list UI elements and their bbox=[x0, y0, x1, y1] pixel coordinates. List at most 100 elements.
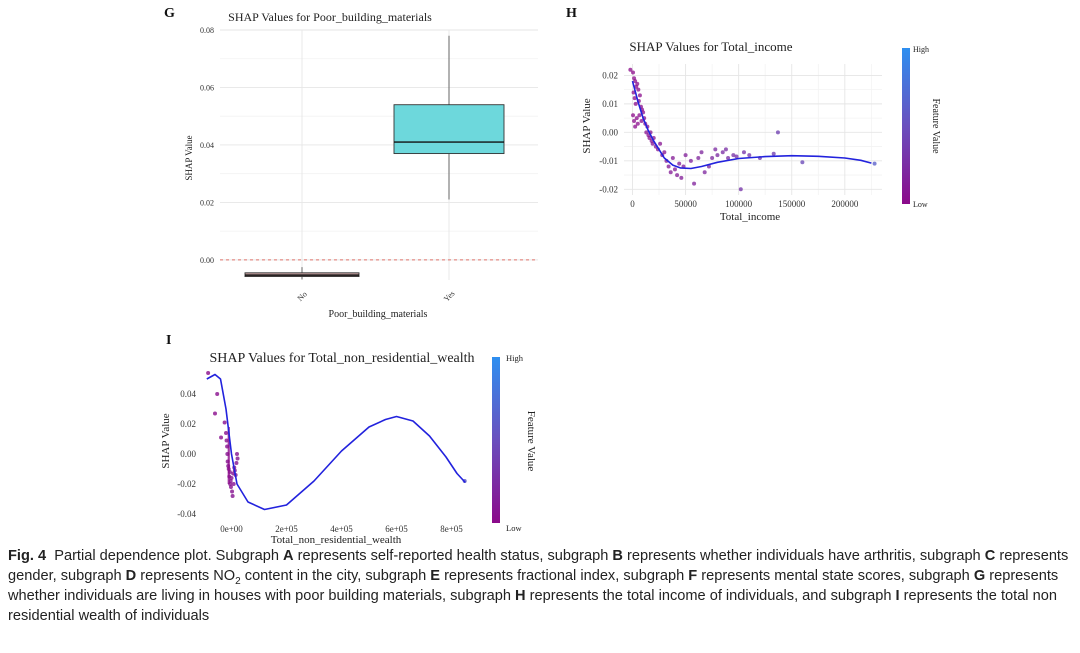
x-tick-label: 100000 bbox=[725, 199, 753, 209]
data-point bbox=[670, 155, 675, 160]
y-tick-label: 0.08 bbox=[200, 26, 214, 35]
data-point bbox=[632, 96, 637, 101]
panel-g: G SHAP Values for Poor_building_material… bbox=[164, 6, 538, 320]
data-point bbox=[234, 461, 239, 465]
panel-h-title: SHAP Values for Total_income bbox=[629, 39, 792, 54]
caption-subgraph-letter: G bbox=[973, 568, 986, 584]
y-tick-label: 0.01 bbox=[602, 99, 618, 109]
caption-parts-2: E represents fractional index, subgraph … bbox=[8, 568, 1058, 624]
caption-fig-label: Fig. 4 bbox=[8, 548, 47, 564]
data-point bbox=[228, 485, 233, 489]
caption-subgraph-letter: C bbox=[984, 548, 996, 564]
x-tick-label: 6e+05 bbox=[385, 524, 408, 534]
data-point bbox=[222, 420, 227, 425]
panel-h-legend-high: High bbox=[913, 45, 929, 54]
y-tick-label: 0.04 bbox=[200, 141, 214, 150]
data-point bbox=[726, 155, 731, 160]
y-tick-label: 0.06 bbox=[200, 83, 214, 92]
panel-g-letter: G bbox=[164, 6, 175, 21]
data-point bbox=[720, 150, 725, 155]
x-tick-label: No bbox=[296, 290, 309, 303]
data-point bbox=[738, 187, 743, 192]
panel-i-letter: I bbox=[166, 333, 171, 348]
caption-subgraph-description: represents gender, subgraph bbox=[8, 548, 1069, 584]
data-point bbox=[230, 494, 235, 498]
caption-subgraph-description: represents the total non residential wea… bbox=[8, 588, 1057, 624]
data-point bbox=[639, 118, 644, 123]
caption-after-no2: content in the city, subgraph bbox=[240, 568, 431, 584]
panel-h-letter: H bbox=[566, 6, 577, 21]
panel-i-legend: High Low Feature Value bbox=[492, 353, 537, 533]
data-point bbox=[683, 153, 688, 158]
panel-i-legend-title: Feature Value bbox=[525, 411, 537, 472]
y-tick-label: 0.00 bbox=[602, 127, 618, 137]
data-point bbox=[633, 79, 638, 84]
data-point bbox=[637, 113, 642, 118]
x-tick-label: 4e+05 bbox=[330, 524, 353, 534]
y-tick-label: -0.01 bbox=[599, 156, 618, 166]
smooth-curve bbox=[631, 80, 872, 170]
data-point bbox=[650, 141, 655, 146]
data-point bbox=[679, 175, 684, 180]
data-point bbox=[715, 153, 720, 158]
data-point bbox=[696, 155, 701, 160]
panel-g-y-ticks: 0.00 0.02 0.04 0.06 0.08 bbox=[200, 26, 214, 265]
y-tick-label: -0.02 bbox=[599, 184, 618, 194]
caption-subgraph-description: represents self-reported health status, … bbox=[293, 548, 613, 564]
box-yes bbox=[393, 104, 505, 155]
data-point bbox=[633, 101, 638, 106]
data-point bbox=[631, 113, 636, 118]
data-point bbox=[662, 150, 667, 155]
caption-subgraph-description: represents the total income of individua… bbox=[525, 588, 896, 604]
data-point bbox=[658, 141, 663, 146]
x-tick-label: 50000 bbox=[674, 199, 697, 209]
data-point bbox=[634, 116, 639, 121]
data-point bbox=[229, 476, 234, 480]
panel-i-legend-high: High bbox=[506, 353, 524, 363]
x-tick-label: 150000 bbox=[778, 199, 806, 209]
data-point bbox=[713, 147, 718, 152]
data-point bbox=[771, 151, 776, 156]
panel-h-legend: High Low Feature Value bbox=[902, 45, 941, 209]
data-point bbox=[699, 150, 704, 155]
data-point bbox=[741, 150, 746, 155]
panel-h-plot-area bbox=[628, 67, 877, 192]
figure-caption: Fig. 4 Partial dependence plot. Subgraph… bbox=[8, 546, 1074, 626]
caption-subgraph-description: represents mental state scores, subgraph bbox=[697, 568, 974, 584]
data-point bbox=[632, 118, 637, 123]
data-point bbox=[206, 371, 211, 375]
panel-h-y-axis-label: SHAP Value bbox=[581, 98, 593, 153]
data-point bbox=[215, 392, 220, 396]
panel-h-y-ticks: -0.02 -0.01 0.00 0.01 0.02 bbox=[599, 70, 618, 194]
caption-subgraph-description: represents fractional index, subgraph bbox=[440, 568, 689, 584]
data-point bbox=[666, 164, 671, 169]
panel-i-legend-colorbar bbox=[492, 357, 500, 523]
caption-parts: A represents self-reported health status… bbox=[8, 548, 1068, 584]
data-point bbox=[219, 435, 224, 440]
y-tick-label: 0.00 bbox=[180, 449, 196, 459]
data-point bbox=[731, 153, 736, 158]
caption-subgraph-description: represents whether individuals are livin… bbox=[8, 568, 1059, 604]
panel-i-legend-low: Low bbox=[506, 523, 522, 533]
panel-g-x-ticks: No Yes bbox=[296, 289, 457, 304]
data-point bbox=[230, 489, 235, 494]
panel-i-plot-area bbox=[206, 371, 467, 511]
x-tick-label: 200000 bbox=[831, 199, 859, 209]
data-point bbox=[637, 93, 642, 98]
data-point bbox=[644, 130, 649, 135]
panel-i-y-axis-label: SHAP Value bbox=[160, 413, 172, 468]
data-point bbox=[672, 167, 677, 172]
x-tick-label: 0e+00 bbox=[220, 524, 243, 534]
data-point bbox=[688, 158, 693, 163]
x-tick-label: Yes bbox=[442, 289, 457, 304]
panel-i-x-ticks: 0e+00 2e+05 4e+05 6e+05 8e+05 bbox=[220, 524, 463, 534]
caption-subgraph-letter: B bbox=[612, 548, 623, 564]
panel-g-title: SHAP Values for Poor_building_materials bbox=[228, 10, 432, 24]
caption-subgraph-letter: H bbox=[515, 588, 526, 604]
data-point bbox=[675, 173, 680, 178]
data-point bbox=[723, 147, 728, 152]
data-point bbox=[692, 181, 697, 186]
data-point bbox=[224, 431, 228, 435]
y-tick-label: 0.00 bbox=[200, 256, 214, 265]
